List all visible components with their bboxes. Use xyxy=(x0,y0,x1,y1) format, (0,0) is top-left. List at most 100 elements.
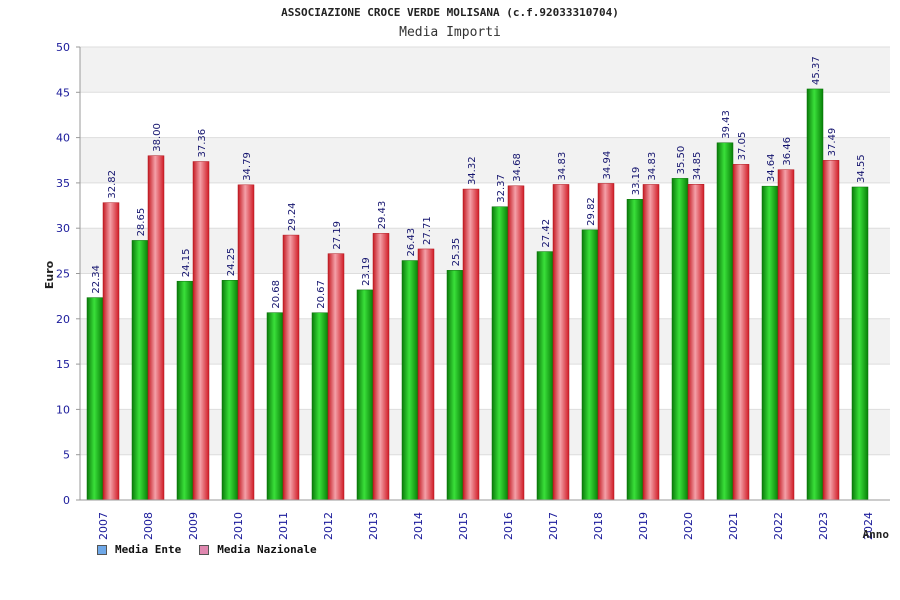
data-label: 22.34 xyxy=(91,265,102,294)
background-bands xyxy=(80,47,890,500)
x-tick-label: 2013 xyxy=(367,512,380,540)
x-tick-label: 2015 xyxy=(457,512,470,540)
legend-item-ente: Media Ente xyxy=(97,543,181,556)
data-label: 39.43 xyxy=(721,110,732,139)
data-label: 45.37 xyxy=(811,56,822,85)
data-label: 34.94 xyxy=(602,151,613,180)
bar-ente xyxy=(716,142,734,501)
data-label: 32.37 xyxy=(496,174,507,203)
background-band xyxy=(80,273,890,319)
background-band xyxy=(80,137,890,183)
background-band xyxy=(80,47,890,93)
x-tick-label: 2017 xyxy=(547,512,560,540)
x-tick-label: 2012 xyxy=(322,512,335,540)
y-tick-label: 15 xyxy=(56,358,70,371)
x-tick-label: 2022 xyxy=(772,512,785,540)
bar-nazionale xyxy=(147,155,165,501)
bar-ente xyxy=(86,297,104,501)
chart-subtitle: Media Importi xyxy=(399,25,501,40)
x-tick-label: 2008 xyxy=(142,512,155,540)
data-label: 37.49 xyxy=(827,128,838,157)
x-tick-label: 2014 xyxy=(412,512,425,540)
y-tick-label: 40 xyxy=(56,132,70,145)
bar-nazionale xyxy=(462,188,480,501)
bar-ente xyxy=(851,186,869,501)
bar-ente xyxy=(581,229,599,501)
data-label: 34.79 xyxy=(242,152,253,181)
bar-nazionale xyxy=(732,164,750,501)
data-label: 34.32 xyxy=(467,156,478,185)
y-tick-label: 45 xyxy=(56,86,70,99)
data-label: 20.67 xyxy=(316,280,327,309)
legend-item-nazionale: Media Nazionale xyxy=(199,543,317,556)
bar-nazionale xyxy=(417,248,435,501)
data-label: 29.24 xyxy=(287,202,298,231)
data-label: 37.05 xyxy=(737,132,748,161)
legend: Media Ente Media Nazionale xyxy=(97,543,317,556)
x-tick-label: 2018 xyxy=(592,512,605,540)
bar-nazionale xyxy=(327,253,345,501)
x-tick-label: 2009 xyxy=(187,512,200,540)
x-tick-label: 2010 xyxy=(232,512,245,540)
data-label: 24.25 xyxy=(226,248,237,277)
bar-nazionale xyxy=(192,161,210,501)
bar-ente xyxy=(671,178,689,501)
data-label: 34.55 xyxy=(856,154,867,183)
data-label: 27.19 xyxy=(332,221,343,250)
bar-ente xyxy=(536,251,554,501)
bar-nazionale xyxy=(237,184,255,501)
bar-ente xyxy=(311,312,329,501)
background-band xyxy=(80,228,890,274)
legend-swatch-nazionale xyxy=(199,544,210,555)
y-axis-ticks: 0 5 10 15 20 25 30 35 40 45 50 xyxy=(56,41,80,507)
y-tick-label: 20 xyxy=(56,313,70,326)
bar-ente xyxy=(266,312,284,501)
background-band xyxy=(80,454,890,500)
data-label: 35.50 xyxy=(676,146,687,175)
x-axis-label: Anno xyxy=(863,528,890,541)
background-band xyxy=(80,182,890,229)
data-label: 25.35 xyxy=(451,238,462,267)
bar-nazionale xyxy=(282,234,300,501)
data-label: 37.36 xyxy=(197,129,208,158)
legend-swatch-ente xyxy=(97,544,107,555)
data-labels: 22.34 32.82 28.65 38.00 24.15 37.36 24.25 34.79… xyxy=(91,56,867,308)
y-tick-label: 25 xyxy=(56,268,70,281)
bar-ente xyxy=(806,88,824,501)
data-label: 27.42 xyxy=(541,219,552,248)
bar-nazionale xyxy=(687,184,705,501)
bar-nazionale xyxy=(552,184,570,501)
chart-title: ASSOCIAZIONE CROCE VERDE MOLISANA (c.f.9… xyxy=(281,6,619,19)
data-label: 28.65 xyxy=(136,208,147,237)
bar-ente xyxy=(221,280,239,501)
legend-label-nazionale: Media Nazionale xyxy=(217,543,317,556)
x-tick-label: 2024 xyxy=(862,512,875,540)
data-label: 24.15 xyxy=(181,249,192,278)
data-label: 29.43 xyxy=(377,201,388,230)
data-label: 38.00 xyxy=(152,123,163,152)
data-label: 23.19 xyxy=(361,257,372,286)
y-tick-label: 0 xyxy=(63,494,70,507)
bar-ente xyxy=(131,240,149,501)
data-label: 34.83 xyxy=(647,152,658,181)
y-tick-label: 50 xyxy=(56,41,70,54)
y-tick-label: 30 xyxy=(56,222,70,235)
bar-ente xyxy=(491,206,509,501)
data-label: 34.64 xyxy=(766,154,777,183)
bar-ente xyxy=(356,289,374,501)
data-label: 34.68 xyxy=(512,153,523,182)
x-tick-label: 2021 xyxy=(727,512,740,540)
bar-nazionale xyxy=(597,183,615,501)
data-label: 34.83 xyxy=(557,152,568,181)
background-band xyxy=(80,92,890,138)
data-label: 33.19 xyxy=(631,167,642,196)
bar-ente xyxy=(176,280,194,501)
bar-nazionale xyxy=(372,233,390,501)
bar-ente xyxy=(401,260,419,501)
x-tick-label: 2020 xyxy=(682,512,695,540)
x-tick-label: 2011 xyxy=(277,512,290,540)
legend-label-ente: Media Ente xyxy=(115,543,182,556)
x-tick-label: 2007 xyxy=(97,512,110,540)
